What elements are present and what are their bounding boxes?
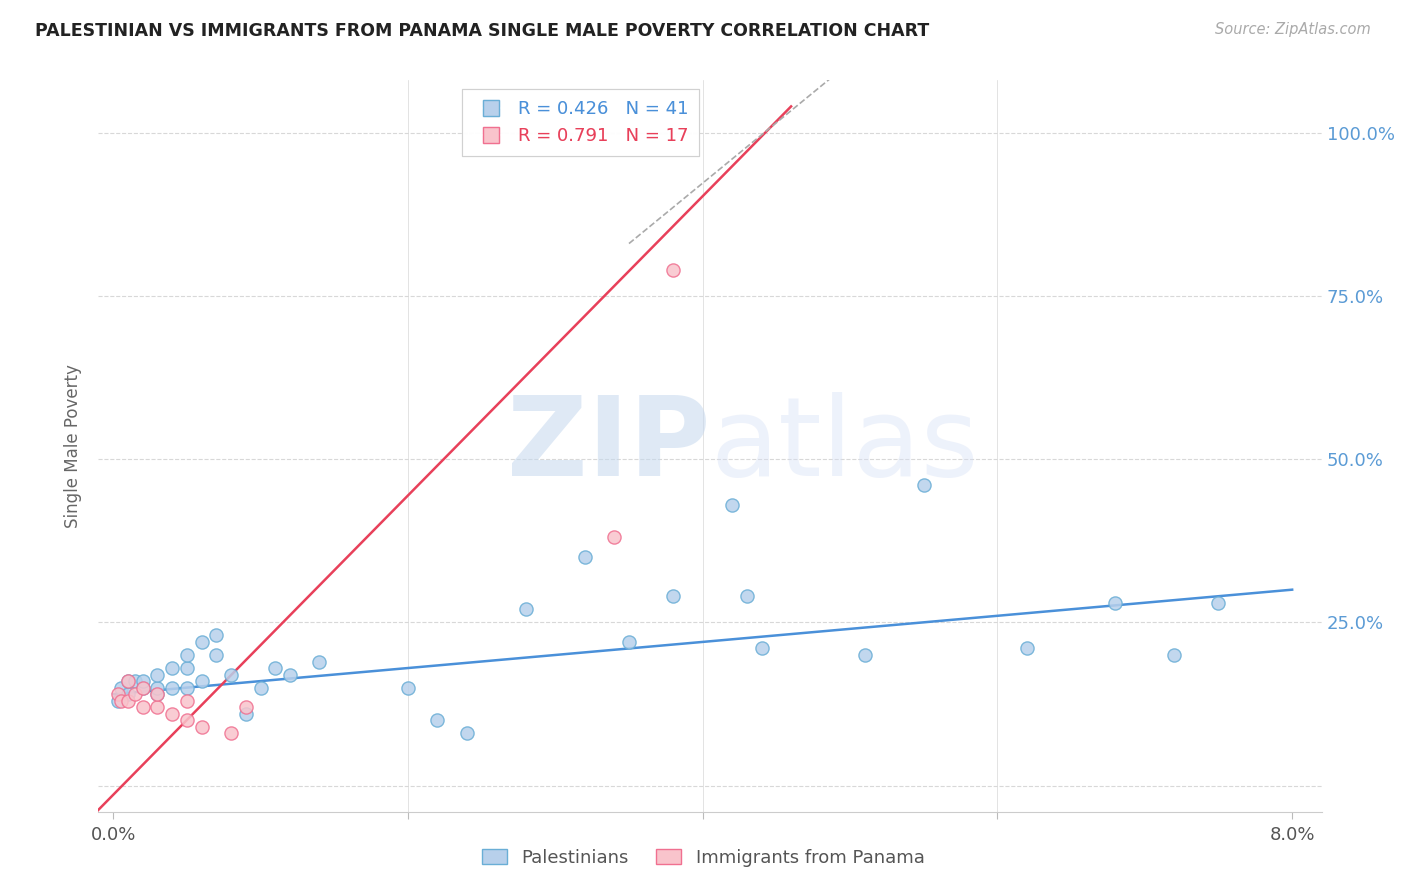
Point [190, 674, 212, 689]
Point [176, 714, 198, 728]
Point [853, 648, 876, 662]
Point [308, 655, 330, 669]
Y-axis label: Single Male Poverty: Single Male Poverty [65, 364, 83, 528]
Point [160, 706, 183, 721]
Point [124, 687, 146, 701]
Point [117, 674, 139, 689]
Point [515, 602, 537, 616]
Text: ZIP: ZIP [506, 392, 710, 500]
Point [124, 674, 146, 689]
Point [107, 687, 129, 701]
Point [131, 681, 153, 695]
Point [662, 589, 685, 603]
Point [617, 635, 640, 649]
Point [131, 681, 153, 695]
Point [110, 694, 132, 708]
Point [176, 648, 198, 662]
Point [662, 262, 685, 277]
Point [160, 661, 183, 675]
Point [146, 687, 169, 701]
Point [146, 681, 169, 695]
Point [107, 694, 129, 708]
Point [1163, 648, 1185, 662]
Point [117, 674, 139, 689]
Point [190, 720, 212, 734]
Point [426, 714, 449, 728]
Point [456, 726, 478, 740]
Point [396, 681, 419, 695]
Point [146, 700, 169, 714]
Point [1104, 596, 1126, 610]
Text: atlas: atlas [710, 392, 979, 500]
Point [176, 681, 198, 695]
Text: Source: ZipAtlas.com: Source: ZipAtlas.com [1215, 22, 1371, 37]
Point [205, 648, 228, 662]
Point [574, 549, 596, 564]
Point [110, 681, 132, 695]
Point [146, 687, 169, 701]
Point [131, 700, 153, 714]
Point [735, 589, 758, 603]
Point [205, 628, 228, 642]
Point [264, 661, 287, 675]
Point [160, 681, 183, 695]
Text: PALESTINIAN VS IMMIGRANTS FROM PANAMA SINGLE MALE POVERTY CORRELATION CHART: PALESTINIAN VS IMMIGRANTS FROM PANAMA SI… [35, 22, 929, 40]
Point [176, 661, 198, 675]
Point [219, 726, 242, 740]
Point [176, 694, 198, 708]
Point [146, 667, 169, 681]
Point [219, 667, 242, 681]
Point [117, 694, 139, 708]
Point [249, 681, 271, 695]
Point [721, 498, 744, 512]
Point [190, 635, 212, 649]
Legend: Palestinians, Immigrants from Panama: Palestinians, Immigrants from Panama [474, 842, 932, 874]
Point [235, 706, 257, 721]
Point [235, 700, 257, 714]
Legend: R = 0.426   N = 41, R = 0.791   N = 17: R = 0.426 N = 41, R = 0.791 N = 17 [463, 89, 700, 156]
Point [1015, 641, 1038, 656]
Point [1208, 596, 1230, 610]
Point [751, 641, 773, 656]
Point [117, 687, 139, 701]
Point [131, 674, 153, 689]
Point [603, 530, 626, 544]
Point [278, 667, 301, 681]
Point [912, 478, 935, 492]
